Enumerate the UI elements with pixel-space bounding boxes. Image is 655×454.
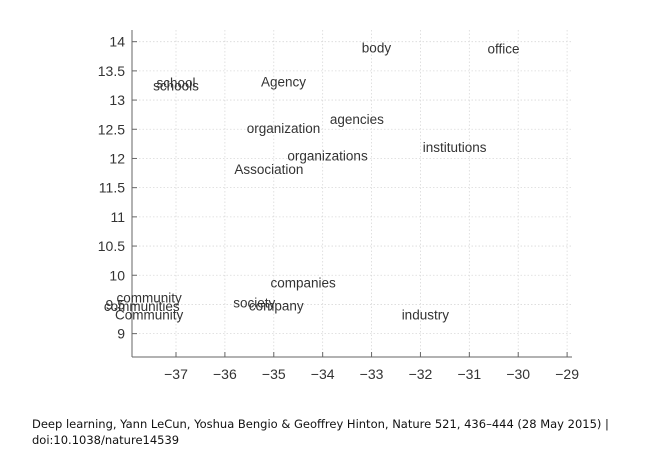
caption-doi: doi:10.1038/nature14539 [32,433,180,447]
word-label: Agency [261,74,306,89]
word-label: Association [234,162,303,177]
y-tick-label: 11 [110,209,125,225]
word-label: society [233,296,275,311]
word-label: community [116,290,182,305]
x-tick-label: −34 [311,366,335,382]
chart-axes [131,30,572,358]
y-tick-label: 9 [117,326,125,342]
word-label: office [488,42,520,57]
caption-citation: Deep learning, Yann LeCun, Yoshua Bengio… [32,417,609,431]
word-label: Community [115,307,184,322]
x-tick-label: −29 [555,366,579,382]
figure-caption: Deep learning, Yann LeCun, Yoshua Bengio… [32,416,642,448]
word-label: school [156,76,195,91]
word-label: institutions [423,140,487,155]
word-label: schools [153,78,199,93]
word-label: organization [247,121,321,136]
y-tick-label: 13.5 [98,63,125,79]
y-tick-label: 14 [109,34,125,50]
x-tick-label: −37 [164,366,188,382]
x-axis-ticks: −37 −36 −35 −34 −33 −32 −31 −30 −29 [164,352,579,382]
y-tick-label: 10.5 [98,238,125,254]
y-tick-label: 10 [109,267,125,283]
x-tick-label: −36 [213,366,237,382]
x-tick-label: −33 [360,366,384,382]
word-label: organizations [287,149,368,164]
x-tick-label: −31 [457,366,481,382]
word-embedding-scatter-chart: −37 −36 −35 −34 −33 −32 −31 −30 −29 9 9.5 10 10.5 11… [98,30,579,382]
x-tick-label: −35 [262,366,286,382]
y-tick-label: 12.5 [98,121,125,137]
word-label: company [249,299,304,314]
x-tick-label: −30 [506,366,530,382]
word-label: body [362,41,392,56]
y-tick-label: 9.5 [106,296,126,312]
y-tick-label: 13 [109,92,125,108]
x-tick-label: −32 [409,366,433,382]
y-tick-label: 12 [109,150,125,166]
word-label: agencies [330,112,384,127]
word-label: communities [104,299,180,314]
y-tick-label: 11.5 [99,180,125,196]
word-label: companies [270,275,336,290]
y-axis-ticks: 9 9.5 10 10.5 11 11.5 12 12.5 13 13.5 14 [98,34,137,342]
word-label: industry [402,307,450,322]
